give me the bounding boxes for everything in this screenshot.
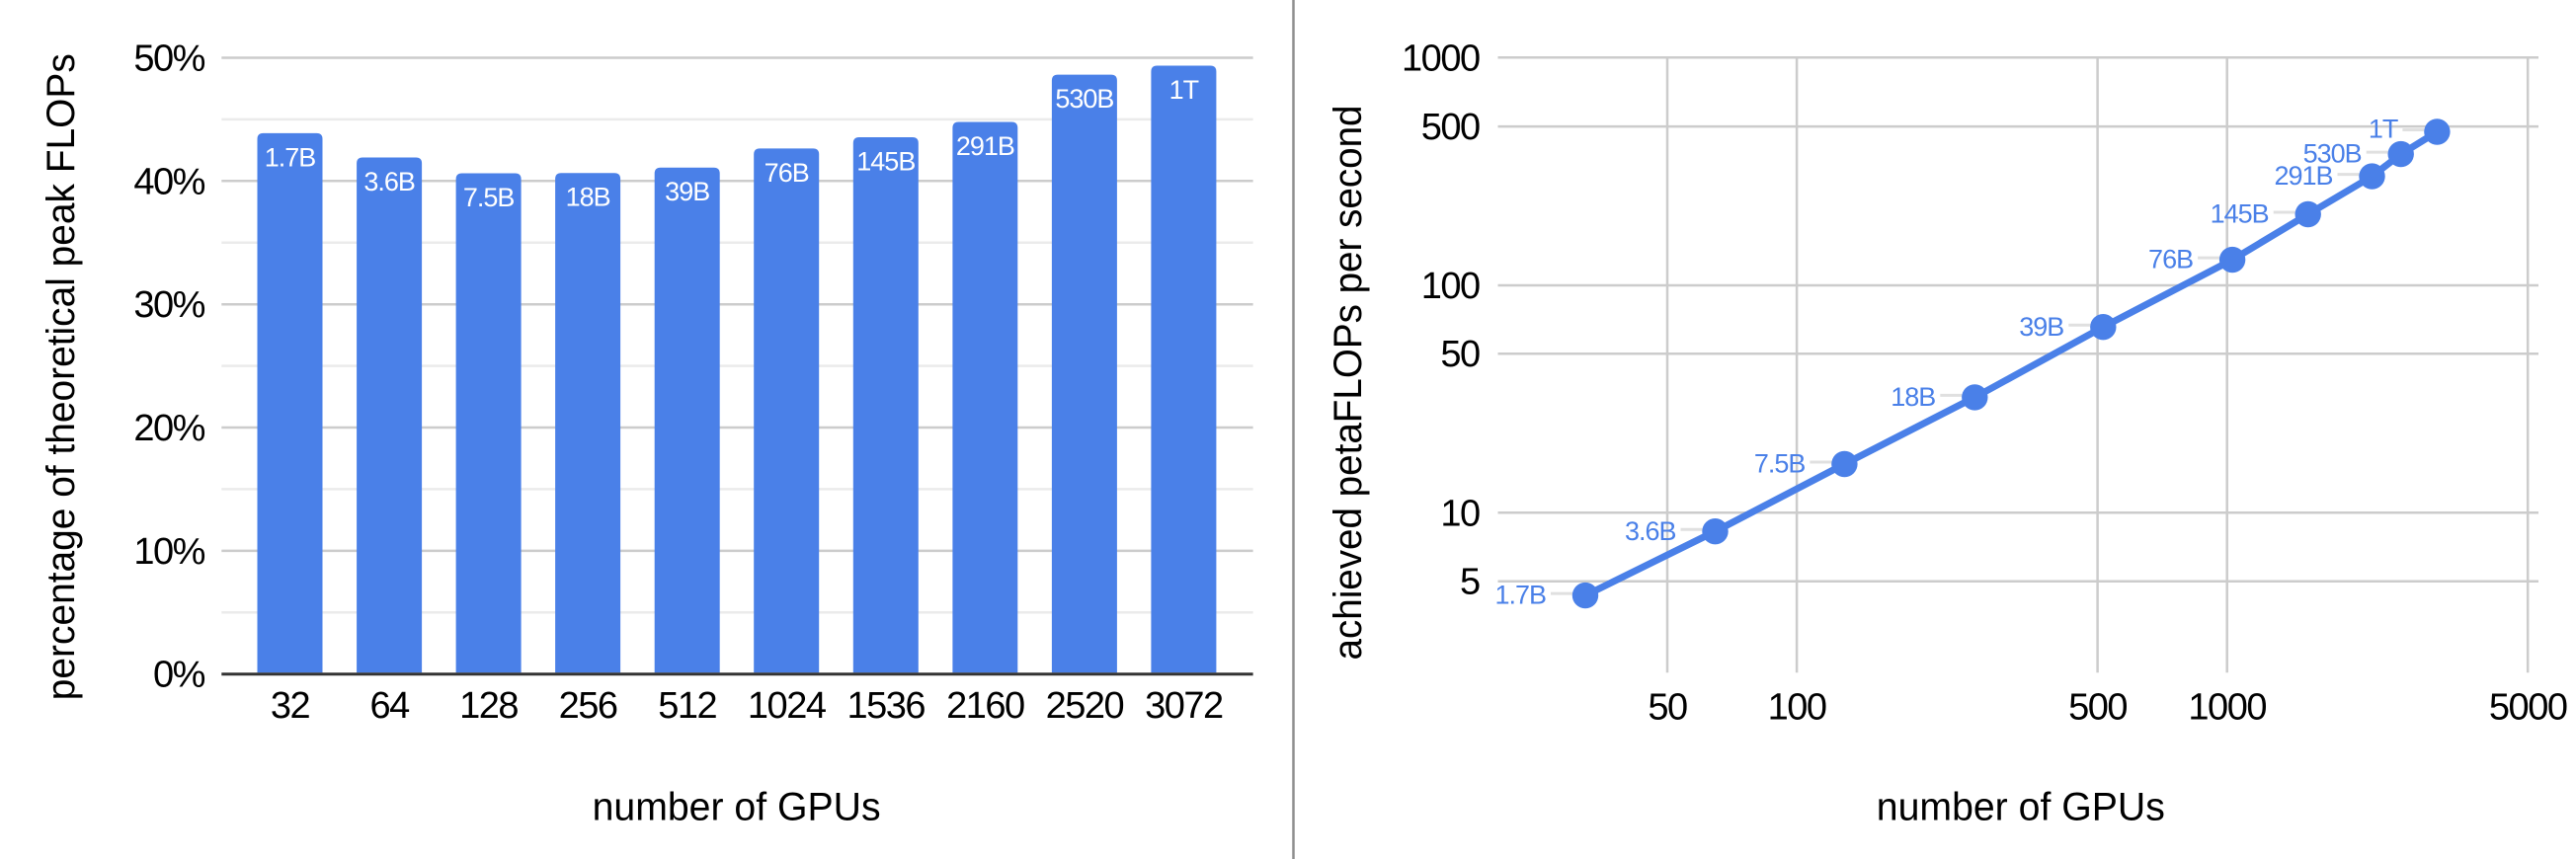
- svg-text:512: 512: [658, 685, 716, 727]
- svg-text:64: 64: [369, 685, 410, 727]
- svg-text:0%: 0%: [153, 655, 205, 696]
- svg-text:530B: 530B: [1055, 84, 1113, 114]
- svg-text:5000: 5000: [2489, 687, 2567, 729]
- svg-text:2160: 2160: [946, 685, 1024, 727]
- svg-text:achieved petaFLOPs per second: achieved petaFLOPs per second: [1327, 106, 1370, 661]
- svg-text:1024: 1024: [748, 685, 827, 727]
- svg-text:50%: 50%: [133, 39, 204, 80]
- svg-text:40%: 40%: [133, 161, 204, 202]
- svg-text:256: 256: [559, 685, 617, 727]
- svg-text:145B: 145B: [856, 147, 915, 177]
- svg-text:18B: 18B: [1891, 382, 1935, 412]
- svg-text:3072: 3072: [1145, 685, 1223, 727]
- svg-text:50: 50: [1440, 334, 1480, 375]
- svg-text:30%: 30%: [133, 284, 204, 326]
- svg-text:percentage of theoretical peak: percentage of theoretical peak FLOPs: [40, 53, 83, 700]
- svg-text:32: 32: [271, 685, 310, 727]
- svg-text:7.5B: 7.5B: [463, 183, 515, 212]
- svg-text:18B: 18B: [566, 183, 610, 212]
- svg-text:128: 128: [459, 685, 518, 727]
- svg-text:76B: 76B: [765, 158, 809, 188]
- svg-text:1T: 1T: [2369, 115, 2398, 144]
- svg-text:50: 50: [1648, 687, 1687, 729]
- svg-text:291B: 291B: [2274, 161, 2332, 191]
- svg-text:1536: 1536: [847, 685, 926, 727]
- svg-text:100: 100: [1421, 266, 1480, 307]
- svg-text:7.5B: 7.5B: [1754, 449, 1806, 479]
- svg-text:10: 10: [1440, 493, 1480, 534]
- svg-text:291B: 291B: [956, 131, 1014, 161]
- svg-text:number of GPUs: number of GPUs: [593, 786, 881, 829]
- svg-text:20%: 20%: [133, 408, 204, 449]
- svg-text:5: 5: [1460, 562, 1480, 603]
- svg-text:2520: 2520: [1046, 685, 1124, 727]
- svg-text:145B: 145B: [2211, 199, 2269, 229]
- svg-text:10%: 10%: [133, 531, 204, 573]
- svg-text:39B: 39B: [2019, 312, 2063, 342]
- svg-text:500: 500: [1421, 107, 1480, 148]
- svg-text:1T: 1T: [1169, 75, 1199, 105]
- svg-text:1.7B: 1.7B: [1494, 581, 1546, 610]
- svg-text:1.7B: 1.7B: [265, 142, 316, 172]
- svg-text:530B: 530B: [2303, 139, 2362, 169]
- svg-text:39B: 39B: [665, 177, 709, 206]
- svg-text:76B: 76B: [2148, 245, 2193, 274]
- svg-text:1000: 1000: [1402, 38, 1480, 79]
- svg-text:3.6B: 3.6B: [1625, 516, 1676, 546]
- svg-text:100: 100: [1768, 687, 1826, 729]
- svg-text:number of GPUs: number of GPUs: [1877, 786, 2165, 829]
- svg-text:3.6B: 3.6B: [363, 167, 415, 196]
- svg-text:1000: 1000: [2188, 687, 2266, 729]
- svg-text:500: 500: [2068, 687, 2127, 729]
